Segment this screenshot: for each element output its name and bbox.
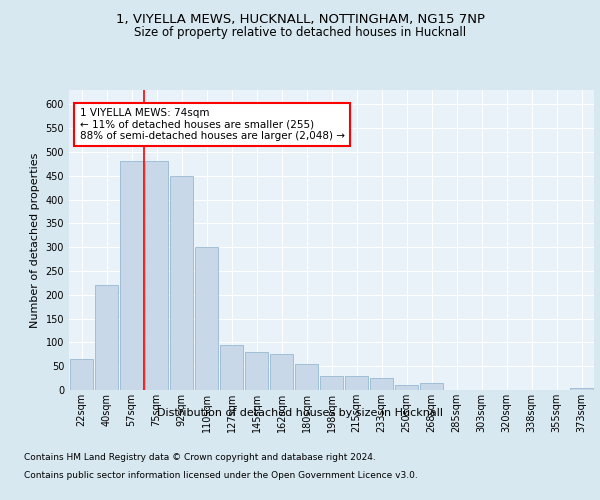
Bar — [344, 376, 368, 390]
Text: 1 VIYELLA MEWS: 74sqm
← 11% of detached houses are smaller (255)
88% of semi-det: 1 VIYELLA MEWS: 74sqm ← 11% of detached … — [79, 108, 344, 141]
Text: Size of property relative to detached houses in Hucknall: Size of property relative to detached ho… — [134, 26, 466, 39]
Text: Distribution of detached houses by size in Hucknall: Distribution of detached houses by size … — [157, 408, 443, 418]
Bar — [569, 388, 593, 390]
Bar — [269, 354, 293, 390]
Bar — [119, 162, 143, 390]
Text: Contains HM Land Registry data © Crown copyright and database right 2024.: Contains HM Land Registry data © Crown c… — [24, 452, 376, 462]
Bar — [320, 376, 343, 390]
Bar — [245, 352, 268, 390]
Bar — [395, 385, 418, 390]
Bar — [70, 359, 94, 390]
Bar — [170, 176, 193, 390]
Bar — [145, 162, 169, 390]
Bar — [370, 378, 394, 390]
Text: 1, VIYELLA MEWS, HUCKNALL, NOTTINGHAM, NG15 7NP: 1, VIYELLA MEWS, HUCKNALL, NOTTINGHAM, N… — [115, 12, 485, 26]
Y-axis label: Number of detached properties: Number of detached properties — [30, 152, 40, 328]
Bar — [95, 285, 118, 390]
Bar — [295, 364, 319, 390]
Text: Contains public sector information licensed under the Open Government Licence v3: Contains public sector information licen… — [24, 471, 418, 480]
Bar — [419, 383, 443, 390]
Bar — [194, 247, 218, 390]
Bar — [220, 345, 244, 390]
